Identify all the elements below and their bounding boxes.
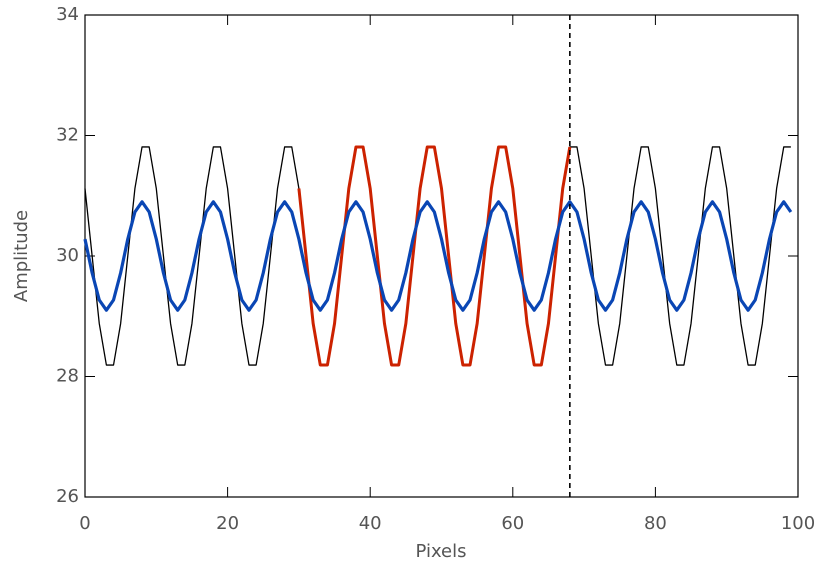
x-tick-label: 100 [781, 513, 815, 534]
y-axis-label: Amplitude [11, 210, 32, 302]
plot-frame [84, 14, 799, 498]
x-tick-label: 60 [501, 513, 524, 534]
x-tick-label: 40 [359, 513, 382, 534]
x-tick-label: 20 [216, 513, 239, 534]
series-line [83, 200, 793, 312]
x-tick-label: 0 [79, 513, 90, 534]
y-tick-label: 26 [56, 486, 79, 507]
y-tick-label: 32 [56, 125, 79, 146]
x-axis-label: Pixels [415, 541, 466, 562]
series-line [84, 146, 791, 366]
x-tick-label: 80 [644, 513, 667, 534]
y-tick-label: 34 [56, 4, 79, 25]
y-tick-label: 28 [56, 366, 79, 387]
y-tick-label: 30 [56, 245, 79, 266]
